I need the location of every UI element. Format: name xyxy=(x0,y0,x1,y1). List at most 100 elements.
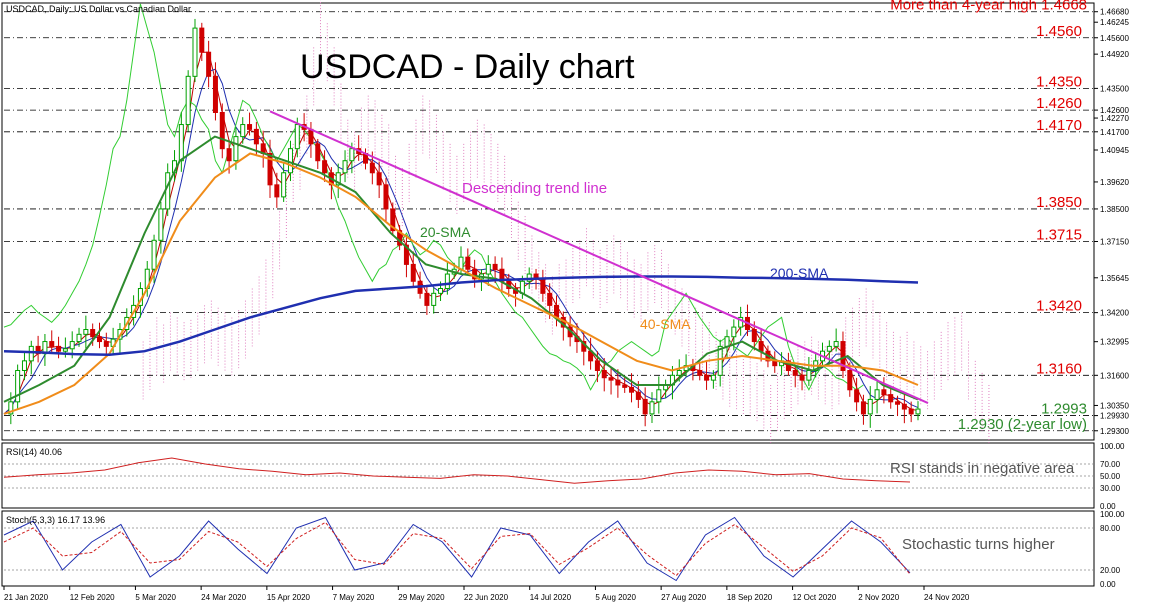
rsi-tick: 30.00 xyxy=(1100,484,1121,493)
candle-body xyxy=(704,374,710,381)
candle-body xyxy=(335,172,341,186)
candle-body xyxy=(315,143,321,162)
candle-body xyxy=(158,208,164,241)
candle-body xyxy=(49,341,55,347)
level-label: 1.3715 xyxy=(1036,226,1082,243)
level-label: More than 4-year high 1.4668 xyxy=(890,0,1087,14)
candle-body xyxy=(840,341,846,371)
candle-body xyxy=(8,401,14,415)
candle-body xyxy=(635,391,641,400)
y-tick-label: 1.32995 xyxy=(1100,338,1129,347)
x-tick-label: 5 Aug 2020 xyxy=(595,593,636,602)
y-tick-label: 1.46245 xyxy=(1100,18,1129,27)
y-tick-label: 1.43500 xyxy=(1100,84,1129,93)
candle-body xyxy=(212,75,218,114)
candle-body xyxy=(806,369,812,381)
candle-body xyxy=(287,148,293,174)
y-tick-label: 1.35645 xyxy=(1100,274,1129,283)
candle-body xyxy=(826,345,832,352)
candle-body xyxy=(369,162,375,174)
x-tick-label: 12 Feb 2020 xyxy=(70,593,115,602)
x-tick-label: 14 Jul 2020 xyxy=(530,593,572,602)
moving-averages xyxy=(3,110,929,415)
candle-body xyxy=(888,394,894,403)
candle-body xyxy=(465,256,471,270)
candle-body xyxy=(901,403,907,410)
stoch-panel xyxy=(1,510,1095,587)
candle-body xyxy=(860,401,866,415)
level-label: 1.2993 xyxy=(1041,401,1087,418)
candle-body xyxy=(83,329,89,335)
candle-body xyxy=(103,341,109,347)
candle-body xyxy=(21,360,27,371)
y-tick-label: 1.42600 xyxy=(1100,106,1129,115)
candle-body xyxy=(165,172,171,210)
stoch-annotation: Stochastic turns higher xyxy=(902,536,1055,553)
candle-body xyxy=(676,369,682,376)
trend-line xyxy=(269,110,929,404)
sma40-line xyxy=(3,152,919,415)
stoch-label: Stoch(5,3,3) 16.17 13.96 xyxy=(6,515,105,525)
candle-body xyxy=(253,128,259,145)
sma200-label: 200-SMA xyxy=(770,265,829,281)
y-tick-label: 1.44920 xyxy=(1100,50,1129,59)
y-tick-label: 1.31600 xyxy=(1100,371,1129,380)
y-tick-label: 1.45600 xyxy=(1100,34,1129,43)
time-axis: 21 Jan 2020 12 Feb 2020 5 Mar 2020 24 Mar 2… xyxy=(3,586,970,602)
y-tick-label: 1.39620 xyxy=(1100,178,1129,187)
candle-body xyxy=(15,369,21,403)
y-tick-label: 1.41700 xyxy=(1100,128,1129,137)
candle-body xyxy=(751,329,757,343)
x-tick-label: 27 Aug 2020 xyxy=(661,593,706,602)
candle-body xyxy=(724,336,730,347)
candle-body xyxy=(553,304,559,318)
candle-body xyxy=(847,369,853,391)
candle-body xyxy=(28,345,34,362)
sma20-label: 20-SMA xyxy=(420,224,471,240)
price-panel xyxy=(1,2,1095,441)
sma20-line xyxy=(3,135,919,403)
rsi-tick: 70.00 xyxy=(1100,460,1121,469)
x-tick-label: 5 Mar 2020 xyxy=(135,593,176,602)
y-tick-label: 1.29930 xyxy=(1100,412,1129,421)
candle-body xyxy=(697,369,703,376)
candle-body xyxy=(601,369,607,379)
y-tick-label: 1.42270 xyxy=(1100,114,1129,123)
candle-body xyxy=(226,148,232,162)
y-tick-label: 1.40945 xyxy=(1100,146,1129,155)
candle-body xyxy=(492,263,498,270)
y-tick-label: 1.34200 xyxy=(1100,309,1129,318)
stoch-k-line xyxy=(3,516,911,582)
candle-body xyxy=(854,389,860,403)
candle-body xyxy=(185,75,191,126)
candle-body xyxy=(874,389,880,400)
candle-body xyxy=(294,124,300,150)
candle-body xyxy=(867,398,873,415)
candle-body xyxy=(895,401,901,405)
candle-body xyxy=(383,184,389,210)
level-label: 1.4260 xyxy=(1036,95,1082,112)
ichimoku-cloud xyxy=(142,0,990,443)
chart-title: USDCAD - Daily chart xyxy=(300,48,635,86)
candle-body xyxy=(642,398,648,415)
rsi-tick: 100.00 xyxy=(1100,442,1125,451)
candle-body xyxy=(281,172,287,198)
candle-body xyxy=(342,160,348,174)
candle-body xyxy=(649,401,655,415)
y-tick-label: 1.30350 xyxy=(1100,401,1129,410)
candle-body xyxy=(444,273,450,290)
candle-body xyxy=(308,128,314,145)
y-tick-label: 1.46680 xyxy=(1100,8,1129,17)
candle-body xyxy=(731,326,737,338)
candle-body xyxy=(799,374,805,381)
candle-body xyxy=(710,374,716,381)
candle-body xyxy=(76,333,82,343)
x-tick-label: 22 Jun 2020 xyxy=(464,593,509,602)
candle-body xyxy=(908,408,914,415)
x-tick-label: 7 May 2020 xyxy=(333,593,375,602)
candle-body xyxy=(199,27,205,53)
candle-body xyxy=(206,51,212,77)
